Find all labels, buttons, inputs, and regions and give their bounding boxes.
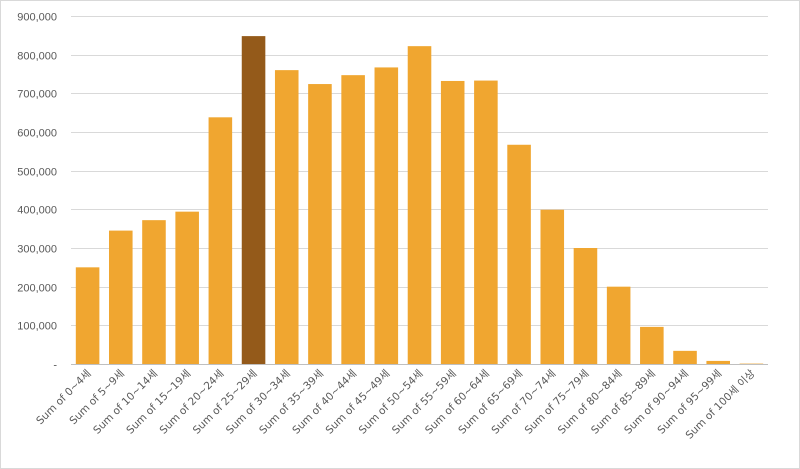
y-tick-label: 400,000 <box>17 205 57 217</box>
y-tick-label: 700,000 <box>17 89 57 101</box>
bar-13 <box>507 144 531 364</box>
y-tick-label: 800,000 <box>17 51 57 63</box>
y-tick-label: 900,000 <box>17 12 57 24</box>
bar-5 <box>241 36 266 365</box>
bars <box>75 36 764 365</box>
bar-15 <box>573 248 598 364</box>
bar-9 <box>374 67 399 365</box>
bar-0 <box>75 267 100 364</box>
bar-6 <box>274 70 299 364</box>
bar-8 <box>341 75 365 364</box>
bar-17 <box>640 326 664 364</box>
y-tick-label: 100,000 <box>17 321 57 333</box>
bar-10 <box>407 46 432 364</box>
bar-4 <box>208 117 233 364</box>
bar-3 <box>175 211 199 364</box>
bar-11 <box>440 80 465 365</box>
y-tick-label: 500,000 <box>17 167 57 179</box>
y-tick-label: 200,000 <box>17 283 57 295</box>
bar-14 <box>540 209 565 364</box>
y-tick-label: 300,000 <box>17 244 57 256</box>
bar-2 <box>142 220 166 364</box>
y-tick-label: 600,000 <box>17 128 57 140</box>
bar-16 <box>606 286 631 364</box>
bar-7 <box>308 84 332 365</box>
bar-1 <box>109 230 133 364</box>
bar-19 <box>706 360 730 364</box>
y-tick-label: - <box>53 360 57 372</box>
y-axis-ticks: - 100,000 200,000 300,000 400,000 500,000 600,… <box>17 12 57 372</box>
bar-12 <box>474 80 498 364</box>
bar-18 <box>673 350 697 364</box>
